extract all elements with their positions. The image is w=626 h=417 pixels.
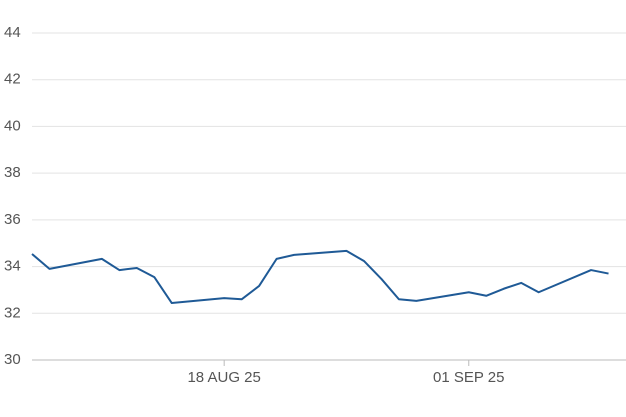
y-tick-label: 34 [4, 258, 21, 275]
y-tick-label: 44 [4, 24, 21, 41]
x-tick-label: 01 SEP 25 [433, 369, 504, 386]
line-series [31, 249, 609, 305]
x-tick-label: 18 AUG 25 [187, 369, 260, 386]
y-tick-label: 30 [4, 351, 21, 368]
y-tick-label: 32 [4, 304, 21, 321]
y-tick-label: 38 [4, 164, 21, 181]
y-tick-label: 42 [4, 71, 21, 88]
y-tick-label: 40 [4, 117, 21, 134]
y-tick-label: 36 [4, 211, 21, 228]
